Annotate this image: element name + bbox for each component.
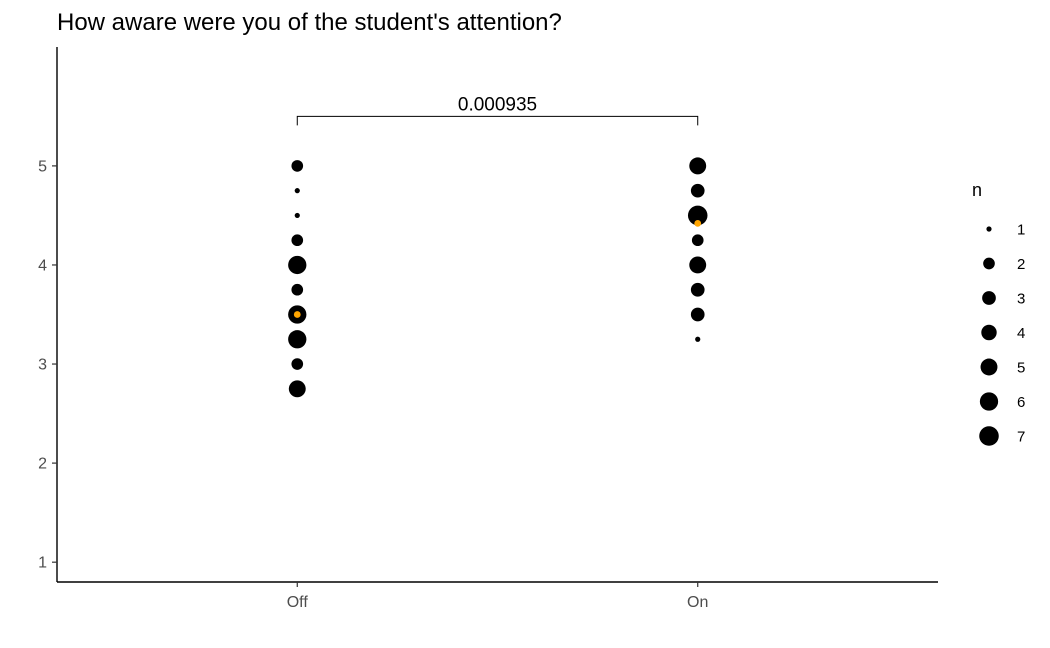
legend-entries: 1 2 3 4 5 6 7 bbox=[979, 222, 1025, 446]
mean-point bbox=[694, 219, 702, 227]
data-point bbox=[294, 188, 300, 194]
legend-key bbox=[986, 226, 992, 232]
x-tick-label: On bbox=[687, 594, 708, 611]
data-point bbox=[294, 212, 300, 219]
y-tick-label: 2 bbox=[38, 456, 47, 473]
legend-title: n bbox=[972, 180, 982, 200]
y-ticks: 1 2 3 4 5 bbox=[38, 158, 57, 572]
x-tick-label: Off bbox=[287, 594, 309, 611]
significance-label: 0.000935 bbox=[458, 94, 537, 115]
legend-label: 6 bbox=[1017, 394, 1025, 411]
legend-label: 4 bbox=[1017, 325, 1025, 342]
significance-bracket-line bbox=[296, 115, 699, 126]
legend-label: 2 bbox=[1017, 256, 1025, 273]
y-tick-label: 1 bbox=[38, 555, 47, 572]
legend-label: 5 bbox=[1017, 360, 1025, 377]
data-point bbox=[689, 256, 707, 274]
legend-key bbox=[982, 291, 996, 305]
data-point bbox=[288, 255, 307, 275]
y-tick-label: 3 bbox=[38, 357, 47, 374]
data-point bbox=[291, 234, 304, 247]
data-point bbox=[687, 205, 708, 226]
legend-key bbox=[980, 358, 998, 376]
data-point bbox=[695, 336, 701, 342]
legend-label: 7 bbox=[1017, 429, 1025, 446]
legend-label: 3 bbox=[1017, 291, 1025, 308]
legend-key bbox=[981, 324, 997, 341]
legend: n 1 2 3 4 5 6 7 bbox=[972, 180, 1025, 446]
legend-label: 1 bbox=[1017, 222, 1025, 239]
data-point bbox=[689, 157, 707, 175]
means-layer bbox=[293, 219, 702, 318]
chart-title: How aware were you of the student's atte… bbox=[57, 9, 562, 36]
data-point bbox=[690, 282, 705, 297]
data-point bbox=[691, 234, 704, 247]
points-layer bbox=[288, 157, 708, 398]
data-point bbox=[690, 183, 705, 198]
legend-key bbox=[979, 426, 999, 446]
y-tick-label: 5 bbox=[38, 158, 47, 175]
mean-point bbox=[293, 311, 301, 318]
data-point bbox=[288, 380, 306, 398]
data-point bbox=[291, 283, 304, 296]
significance-bracket: 0.000935 bbox=[296, 94, 699, 126]
data-point bbox=[288, 330, 307, 349]
y-tick-label: 4 bbox=[38, 257, 47, 274]
data-point bbox=[690, 307, 705, 322]
data-point bbox=[291, 358, 304, 370]
legend-key bbox=[979, 392, 999, 411]
data-point bbox=[291, 160, 304, 172]
axes: 1 2 3 4 5 Off On bbox=[38, 47, 938, 611]
legend-key bbox=[983, 257, 995, 270]
x-ticks: Off On bbox=[287, 582, 708, 611]
